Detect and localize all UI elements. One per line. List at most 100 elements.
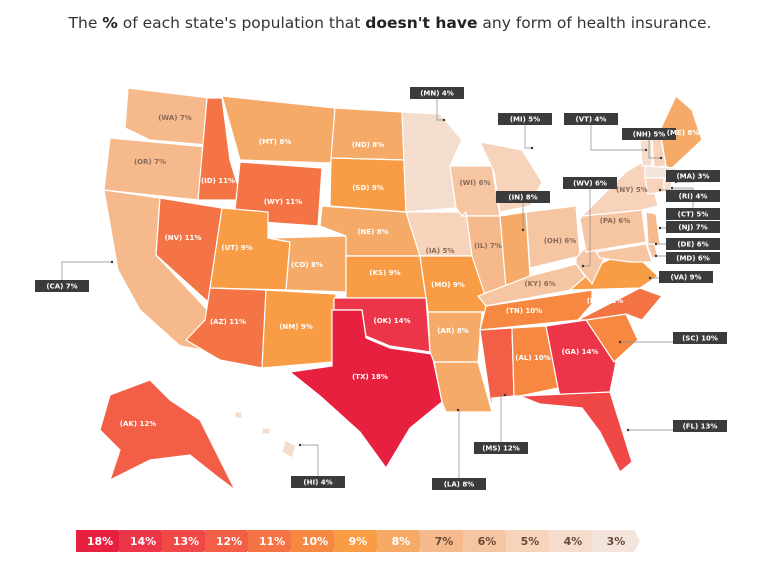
title-text: of each state's population that bbox=[117, 14, 366, 32]
state-IN bbox=[499, 211, 531, 289]
callout-box bbox=[564, 113, 618, 125]
state-label: (CO) 8% bbox=[291, 261, 323, 269]
callout-dot bbox=[521, 228, 525, 232]
state-NJ bbox=[645, 211, 661, 245]
callout-label: (CA) 7% bbox=[46, 283, 77, 291]
state-HI bbox=[281, 439, 297, 459]
state-AR bbox=[427, 311, 483, 363]
legend-item: 12% bbox=[205, 530, 253, 552]
callout-label: (MD) 6% bbox=[676, 255, 710, 263]
state-TX bbox=[288, 309, 443, 470]
state-label: (KY) 6% bbox=[524, 280, 555, 288]
callout-label: (MA) 3% bbox=[676, 173, 709, 181]
callout-label: (NJ) 7% bbox=[678, 224, 707, 232]
state-WY bbox=[233, 161, 323, 227]
callout-dot bbox=[456, 408, 460, 412]
color-legend: 18% 14% 13% 12% 11% 10% 9% 8% 7% 6% 5% 4% 3% bbox=[76, 530, 640, 552]
callout-dot bbox=[658, 226, 662, 230]
state-label: (AL) 10% bbox=[515, 354, 550, 362]
state-label: (ID) 11% bbox=[201, 177, 235, 185]
callout-box bbox=[666, 208, 720, 220]
title-bold: doesn't have bbox=[365, 14, 478, 32]
callout-dot bbox=[110, 260, 114, 264]
legend-item: 10% bbox=[291, 530, 339, 552]
callout-label: (MN) 4% bbox=[420, 90, 454, 98]
legend-item: 8% bbox=[377, 530, 425, 552]
callout-dot bbox=[659, 156, 663, 160]
legend-item: 4% bbox=[549, 530, 597, 552]
state-label: (AK) 12% bbox=[120, 420, 156, 428]
callout-box bbox=[474, 442, 528, 454]
callout-dot bbox=[581, 264, 585, 268]
state-label: (PA) 6% bbox=[600, 217, 631, 225]
callout-label: (SC) 10% bbox=[682, 335, 718, 343]
state-label: (OH) 6% bbox=[544, 237, 577, 245]
state-KS bbox=[345, 255, 427, 299]
state-label: (MO) 9% bbox=[431, 281, 465, 289]
state-ID bbox=[197, 97, 243, 201]
callout-dot bbox=[618, 340, 622, 344]
state-label: (IA) 5% bbox=[426, 247, 455, 255]
map-title: The % of each state's population that do… bbox=[0, 14, 780, 32]
title-bold-pct: % bbox=[102, 14, 118, 32]
state-WI bbox=[449, 165, 501, 217]
legend-item: 6% bbox=[463, 530, 511, 552]
state-label: (WA) 7% bbox=[158, 114, 192, 122]
callout-box bbox=[666, 221, 720, 233]
state-label: (NE) 8% bbox=[357, 228, 388, 236]
state-label: (NV) 11% bbox=[165, 234, 202, 242]
state-AK bbox=[99, 379, 236, 491]
callout-box bbox=[666, 252, 720, 264]
state-label: (SD) 9% bbox=[352, 184, 384, 192]
callout-box bbox=[673, 332, 727, 344]
state-VT bbox=[639, 139, 653, 167]
state-TN bbox=[479, 289, 593, 331]
state-label: (AZ) 11% bbox=[210, 318, 246, 326]
callout-dot bbox=[503, 393, 507, 397]
callout-label: (VA) 9% bbox=[670, 274, 701, 282]
state-FL bbox=[519, 391, 633, 473]
legend-item: 13% bbox=[162, 530, 210, 552]
state-KY bbox=[477, 263, 594, 307]
callout-dot bbox=[670, 186, 674, 190]
state-OR bbox=[103, 137, 208, 201]
callout-box bbox=[666, 170, 720, 182]
callout-label: (MS) 12% bbox=[482, 445, 520, 453]
callout-line bbox=[436, 93, 444, 121]
state-LA bbox=[433, 361, 493, 413]
callout-line bbox=[648, 134, 661, 159]
callout-label: (CT) 5% bbox=[678, 211, 709, 219]
legend-item: 11% bbox=[248, 530, 296, 552]
callout-label: (FL) 13% bbox=[683, 423, 718, 431]
title-text: any form of health insurance. bbox=[477, 14, 712, 32]
state-label: (NC) 11% bbox=[587, 297, 624, 305]
legend-item: 7% bbox=[420, 530, 468, 552]
callout-box bbox=[659, 271, 713, 283]
state-WA bbox=[124, 87, 211, 146]
state-label: (NM) 9% bbox=[279, 323, 313, 331]
callout-line bbox=[300, 444, 319, 482]
callout-box bbox=[291, 476, 345, 488]
callout-box bbox=[496, 191, 550, 203]
callout-label: (HI) 4% bbox=[303, 479, 332, 487]
state-MS bbox=[479, 327, 515, 413]
callout-line bbox=[61, 261, 112, 286]
callout-dot bbox=[654, 254, 658, 258]
callout-label: (IN) 8% bbox=[508, 194, 537, 202]
state-MN bbox=[401, 111, 463, 213]
state-label: (KS) 9% bbox=[369, 269, 400, 277]
callout-label: (DE) 6% bbox=[677, 241, 708, 249]
callout-box bbox=[563, 177, 617, 189]
legend-item: 18% bbox=[76, 530, 124, 552]
state-CO bbox=[267, 235, 347, 293]
callout-dot bbox=[442, 118, 446, 122]
callout-line bbox=[524, 119, 532, 149]
legend-item: 9% bbox=[334, 530, 382, 552]
callout-box bbox=[622, 128, 676, 140]
callout-box bbox=[432, 478, 486, 490]
state-ME bbox=[659, 95, 703, 171]
callout-label: (LA) 8% bbox=[444, 481, 475, 489]
state-label: (NY) 5% bbox=[616, 186, 648, 194]
title-text: The bbox=[68, 14, 103, 32]
